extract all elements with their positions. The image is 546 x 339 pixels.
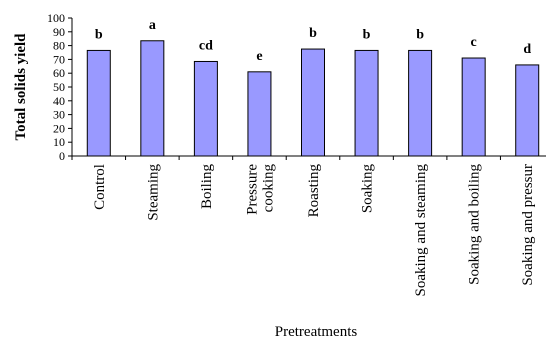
category-label: Soaking and steaming [413,164,429,297]
category-label: Boiling [199,164,215,210]
significance-label: c [471,35,477,50]
category-label: Soaking and boiling [467,164,483,285]
x-axis-label: Pretreatments [275,324,358,339]
category-label: Control [92,164,108,210]
bar [301,48,325,157]
bar [354,49,379,157]
bar [193,60,218,157]
bar [515,64,540,157]
y-tick-label: 90 [53,25,65,39]
category-label: Soaking [360,164,376,214]
category-label: Roasting [306,164,322,218]
bar [408,49,433,157]
y-tick-label: 60 [53,66,65,80]
category-label: Pressure [244,164,260,215]
bar [86,49,111,157]
y-tick-label: 10 [53,135,65,149]
y-tick-label: 20 [53,121,65,135]
bar [140,40,165,157]
significance-label: b [363,27,371,42]
significance-label: d [523,42,531,57]
y-tick-label: 100 [47,11,65,25]
bar [461,57,486,157]
significance-label: cd [199,38,213,53]
category-label: cooking [260,164,276,213]
y-tick-label: 50 [53,80,65,94]
y-tick-label: 0 [59,149,65,163]
significance-label: b [95,27,103,42]
bar [247,71,272,157]
y-tick-label: 80 [53,39,65,53]
y-tick-label: 70 [53,52,65,66]
significance-label: b [416,27,424,42]
significance-label: a [149,18,156,33]
y-axis-label: Total solids yield [13,33,29,141]
y-tick-label: 30 [53,108,65,122]
category-label: Soaking and pressur [520,164,536,286]
category-label: Steaming [145,164,161,221]
significance-label: b [309,26,317,41]
y-tick-label: 40 [53,94,65,108]
significance-label: e [256,49,262,64]
